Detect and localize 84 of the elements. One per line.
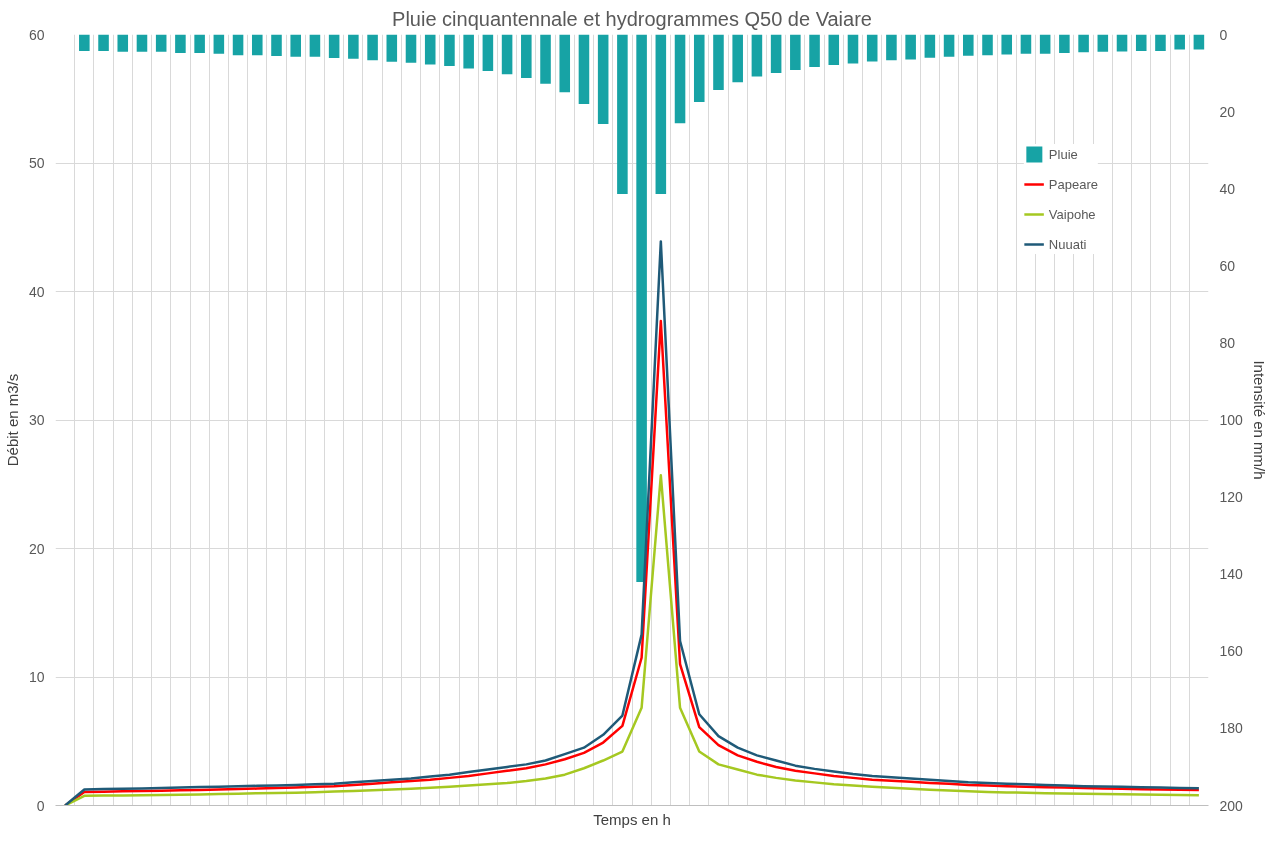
bar	[963, 34, 974, 56]
bar	[1039, 34, 1051, 54]
bar	[886, 34, 897, 61]
y-tick-label: 10	[28, 669, 45, 685]
bar	[713, 34, 724, 91]
y2-tick-label: 120	[1219, 489, 1244, 506]
y2-tick-label: 40	[1219, 180, 1236, 197]
bar	[271, 34, 282, 57]
legend-label: Pluie	[1048, 146, 1078, 162]
bar	[1001, 34, 1013, 55]
y2-tick-label: 80	[1219, 334, 1236, 351]
chart-title: Pluie cinquantennale et hydrogrammes Q50 de Vaiare	[392, 7, 872, 30]
legend-label: Vaipohe	[1048, 206, 1096, 222]
bar	[597, 34, 609, 124]
bar	[559, 34, 571, 93]
bar	[482, 34, 494, 72]
bar	[866, 34, 878, 62]
y2-tick-label: 100	[1219, 412, 1244, 428]
bar	[348, 34, 359, 59]
bar	[1135, 34, 1147, 52]
bar	[367, 34, 378, 61]
bar	[175, 34, 186, 53]
bar	[251, 34, 263, 56]
y-tick-label: 30	[28, 412, 45, 428]
bar	[1020, 34, 1032, 54]
bar	[79, 34, 90, 52]
bar	[1155, 34, 1166, 52]
y2-tick-label: 140	[1219, 566, 1244, 583]
bar	[905, 34, 916, 60]
y-tick-label: 20	[28, 540, 45, 557]
bar	[578, 34, 590, 104]
bar	[732, 34, 743, 83]
bar	[424, 34, 436, 65]
bar	[1059, 34, 1070, 53]
bar	[444, 34, 455, 67]
bar	[1078, 34, 1089, 53]
bar	[194, 34, 205, 53]
bar	[770, 34, 782, 74]
y2-tick-label: 60	[1219, 257, 1236, 274]
bar	[540, 34, 551, 84]
bar	[213, 34, 225, 54]
bar	[232, 34, 244, 56]
y-tick-label: 40	[28, 283, 45, 300]
y-tick-label: 0	[36, 797, 45, 814]
bar	[405, 34, 417, 63]
y2-tick-label: 160	[1219, 643, 1244, 660]
y2-tick-label: 0	[1219, 26, 1228, 43]
y-tick-label: 60	[28, 26, 45, 43]
bar	[655, 34, 667, 195]
bar	[809, 34, 820, 67]
y-axis-title: Débit en m3/s	[3, 373, 21, 467]
legend-label: Papeare	[1048, 176, 1098, 192]
bar	[136, 34, 148, 52]
bar	[386, 34, 398, 62]
bar	[98, 34, 109, 52]
y2-tick-label: 180	[1219, 720, 1244, 737]
bar	[309, 34, 321, 57]
bar	[501, 34, 513, 75]
y-tick-label: 50	[28, 155, 45, 171]
bar	[828, 34, 840, 65]
bar	[693, 34, 705, 102]
bar	[290, 34, 301, 57]
bar	[1174, 34, 1185, 50]
bar	[982, 34, 993, 56]
bar	[943, 34, 955, 57]
bar	[1193, 34, 1205, 50]
legend-label: Nuuati	[1048, 236, 1087, 252]
x-axis-title: Temps en h	[593, 810, 671, 828]
y2-axis-title: Intensité en mm/h	[1250, 360, 1268, 480]
bar	[847, 34, 859, 64]
bar	[617, 34, 628, 195]
bar	[674, 34, 686, 124]
y2-tick-label: 20	[1219, 103, 1236, 120]
y2-tick-label: 200	[1219, 797, 1244, 814]
bar	[1097, 34, 1109, 52]
bar	[155, 34, 167, 52]
bar	[328, 34, 340, 59]
bar	[521, 34, 532, 79]
bar	[751, 34, 763, 77]
bar	[924, 34, 936, 58]
bar	[463, 34, 474, 69]
bar	[117, 34, 129, 52]
bar	[790, 34, 801, 70]
bar	[636, 34, 647, 582]
